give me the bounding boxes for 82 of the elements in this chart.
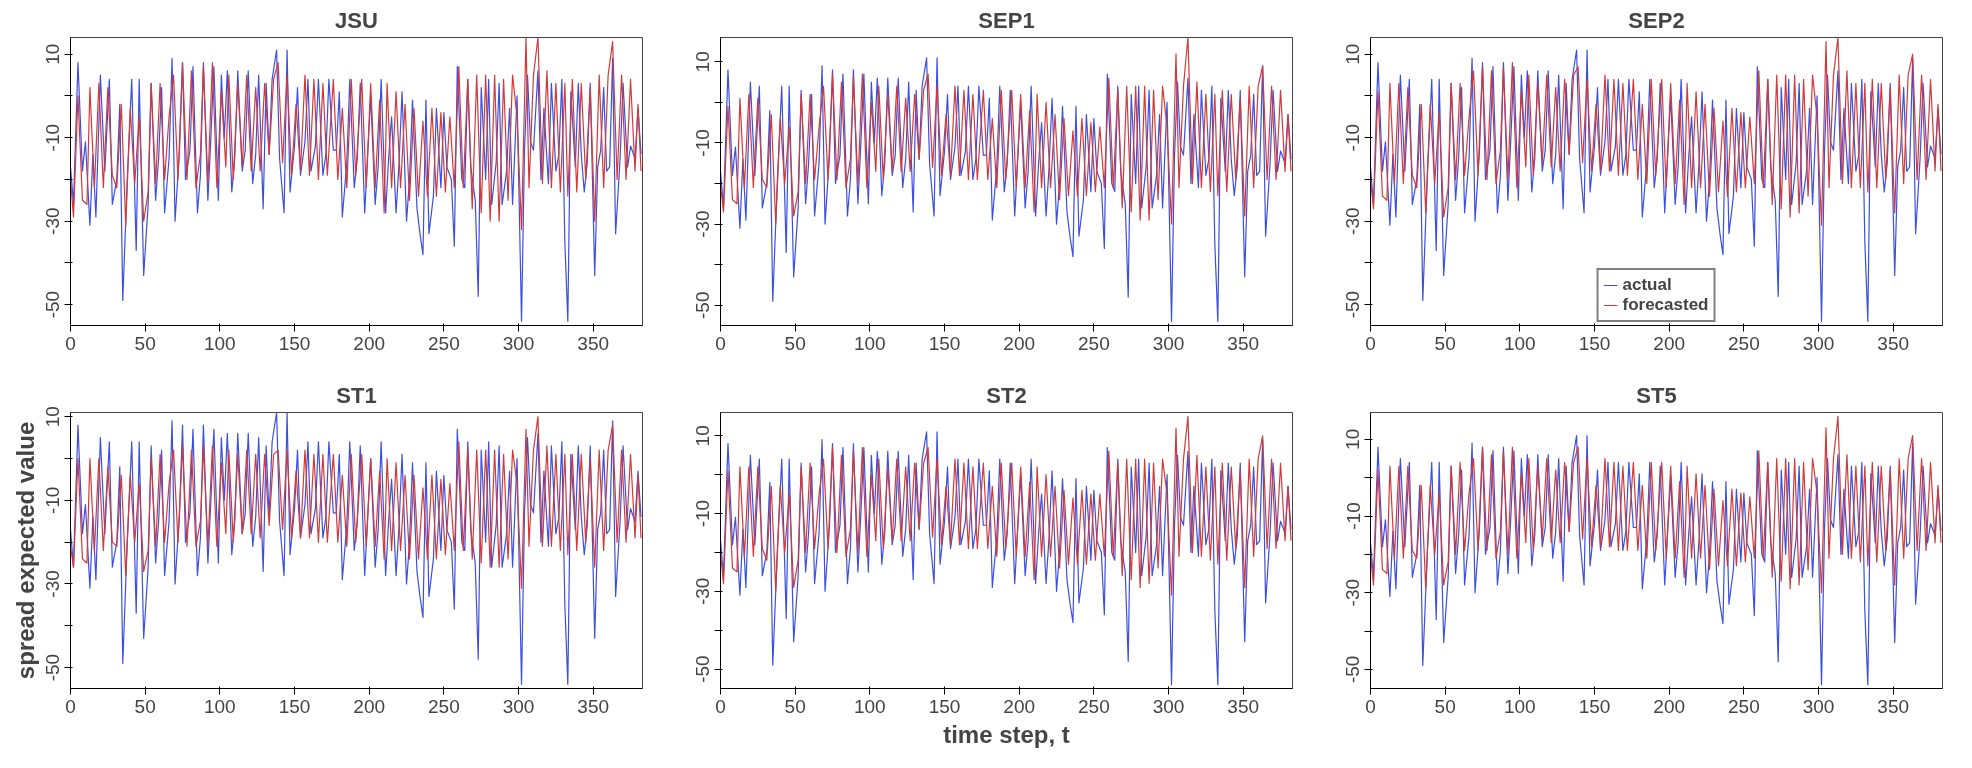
chart-title: SEP2 [1628,7,1685,33]
x-tick-label: 100 [1504,695,1536,717]
x-tick-label: 200 [353,695,386,717]
legend-label: actual [1622,275,1672,295]
chart-title: JSU [335,7,378,33]
y-tick-label: -50 [692,655,714,683]
x-tick-label: 100 [854,695,886,717]
y-tick-label: -50 [42,653,64,682]
x-tick-label: 100 [1504,332,1536,354]
y-tick-label: 10 [42,406,64,428]
y-tick-label: -30 [692,210,714,238]
x-tick-label: 50 [1434,332,1456,354]
y-tick-label: 10 [692,425,714,447]
x-tick-label: 200 [1653,695,1686,717]
y-tick-label: 10 [42,43,64,65]
x-tick-label: 0 [715,332,726,354]
y-tick-label: -50 [1342,290,1364,319]
x-tick-label: 350 [1227,332,1260,354]
x-tick-label: 0 [65,332,76,354]
x-tick-label: 250 [1078,332,1110,354]
y-tick-label: -10 [42,123,64,152]
x-tick-label: 100 [204,695,236,717]
x-tick-label: 300 [1152,695,1185,717]
y-tick-label: 10 [1342,43,1364,65]
x-tick-label: 50 [134,695,156,717]
y-tick-label: -30 [692,577,714,606]
y-tick-label: -50 [42,290,64,319]
x-tick-label: 50 [784,332,806,354]
y-tick-label: -10 [692,499,714,528]
legend-label: forecasted [1622,295,1709,315]
chart-title: SEP1 [978,7,1035,33]
x-tick-label: 350 [1227,695,1260,717]
x-tick-label: 100 [854,332,886,354]
x-tick-label: 150 [928,695,961,717]
chart-title: ST1 [336,382,377,408]
x-tick-label: 50 [784,695,806,717]
x-tick-label: 350 [1877,695,1910,717]
x-tick-label: 150 [278,332,311,354]
x-tick-label: 150 [278,695,311,717]
x-tick-label: 200 [1653,332,1686,354]
x-tick-label: 200 [1003,695,1036,717]
y-tick-label: -50 [692,291,714,319]
y-tick-label: -10 [1342,123,1364,152]
chart-title: ST2 [986,382,1027,408]
x-tick-label: 150 [1578,332,1611,354]
y-tick-label: -30 [42,207,64,235]
x-tick-label: 250 [1728,332,1760,354]
x-tick-label: 250 [1728,695,1760,717]
y-tick-label: -30 [1342,578,1364,607]
y-tick-label: -30 [42,570,64,598]
x-tick-label: 350 [577,695,610,717]
x-tick-label: 0 [1365,695,1376,717]
y-tick-label: -50 [1342,655,1364,684]
y-tick-label: -10 [42,486,64,515]
x-tick-label: 0 [1365,332,1376,354]
x-tick-label: 50 [1434,695,1456,717]
x-tick-label: 350 [577,332,610,354]
x-tick-label: 150 [1578,695,1611,717]
x-tick-label: 0 [715,695,726,717]
y-tick-label: -10 [692,129,714,157]
y-tick-label: 10 [692,51,714,73]
chart-title: ST5 [1636,382,1677,408]
y-tick-label: -10 [1342,502,1364,530]
x-tick-label: 250 [428,695,460,717]
x-tick-label: 200 [1003,332,1036,354]
x-tick-label: 0 [65,695,76,717]
x-tick-label: 300 [1802,695,1835,717]
x-tick-label: 200 [353,332,386,354]
x-tick-label: 300 [502,695,535,717]
x-tick-label: 300 [1802,332,1835,354]
y-tick-label: -30 [1342,207,1364,235]
x-tick-label: 50 [134,332,156,354]
x-tick-label: 250 [1078,695,1110,717]
x-tick-label: 150 [928,332,961,354]
x-tick-label: 250 [428,332,460,354]
y-axis-title: spread expected value [11,421,39,680]
x-axis-title: time step, t [943,720,1070,748]
x-tick-label: 300 [502,332,535,354]
x-tick-label: 300 [1152,332,1185,354]
x-tick-label: 350 [1877,332,1910,354]
x-tick-label: 100 [204,332,236,354]
y-tick-label: 10 [1342,428,1364,450]
